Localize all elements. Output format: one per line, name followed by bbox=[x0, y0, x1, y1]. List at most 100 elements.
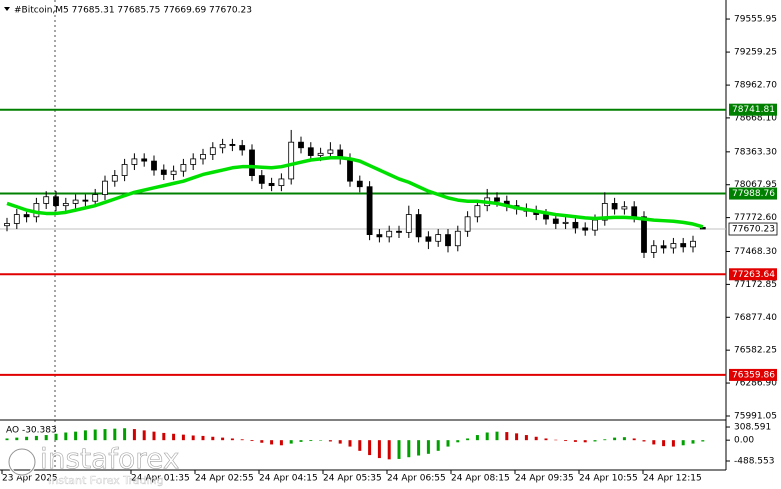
level-label: 77988.76 bbox=[732, 189, 775, 199]
candle-body bbox=[4, 223, 10, 227]
candle-body bbox=[376, 234, 383, 238]
ao-y-tick-label: 308.591 bbox=[734, 423, 771, 433]
candle-body bbox=[396, 230, 402, 233]
ao-bar bbox=[622, 437, 626, 441]
ao-bar bbox=[387, 440, 391, 460]
candle-body bbox=[660, 245, 667, 249]
ao-bar bbox=[309, 440, 313, 442]
ao-bar bbox=[240, 439, 244, 441]
ao-bar bbox=[15, 437, 19, 441]
candle-body bbox=[13, 214, 20, 224]
candle-body bbox=[190, 158, 197, 165]
ao-bar bbox=[230, 438, 234, 441]
candle-body bbox=[543, 214, 549, 220]
level-label-box bbox=[729, 187, 777, 200]
ao-bar bbox=[573, 440, 577, 442]
candle-body bbox=[298, 141, 304, 149]
candle-body bbox=[621, 206, 628, 210]
y-tick-label: 77172.85 bbox=[734, 280, 777, 290]
y-tick-label: 78962.70 bbox=[734, 81, 777, 91]
ao-bar bbox=[377, 440, 381, 459]
candle-body bbox=[631, 206, 638, 218]
candle-body bbox=[366, 186, 373, 236]
y-tick-label: 78067.95 bbox=[734, 180, 777, 190]
y-tick-label: 79555.95 bbox=[734, 15, 777, 25]
candle-body bbox=[690, 240, 696, 248]
level-label-box bbox=[729, 103, 777, 116]
current-price-box bbox=[728, 222, 778, 236]
y-tick-label: 76582.25 bbox=[734, 346, 777, 356]
level-label: 77263.64 bbox=[732, 270, 775, 280]
ao-bar bbox=[319, 440, 323, 441]
candle-body bbox=[288, 141, 295, 180]
ao-bar bbox=[201, 435, 205, 441]
candle-body bbox=[601, 203, 608, 221]
candle-body bbox=[141, 158, 148, 162]
level-label: 78741.81 bbox=[732, 105, 775, 115]
candle-body bbox=[33, 203, 40, 218]
ao-bar bbox=[544, 438, 548, 441]
candle-body bbox=[111, 175, 118, 182]
ao-bar bbox=[613, 437, 617, 441]
y-tick-label: 78668.10 bbox=[734, 113, 777, 123]
candle-body bbox=[82, 199, 89, 202]
x-tick-label: 23 Apr 2025 bbox=[2, 474, 58, 484]
candle-body bbox=[131, 158, 138, 165]
candle-body bbox=[474, 205, 481, 218]
candle-body bbox=[43, 196, 50, 204]
ao-y-tick-label: 0.00 bbox=[734, 436, 754, 446]
ao-bar bbox=[172, 433, 176, 441]
ao-bar bbox=[652, 440, 656, 445]
candle-body bbox=[170, 170, 177, 175]
indicator-label: AO -30.383 bbox=[6, 426, 57, 436]
ao-bar bbox=[260, 440, 264, 443]
level-label-box bbox=[729, 368, 777, 381]
candle-body bbox=[307, 147, 314, 156]
ao-bar bbox=[132, 429, 136, 441]
ao-bar bbox=[54, 433, 58, 441]
candle-body bbox=[317, 152, 324, 156]
y-tick-label: 77772.60 bbox=[734, 213, 777, 223]
x-tick-label: 24 Apr 10:55 bbox=[579, 474, 638, 484]
y-tick-label: 79259.25 bbox=[734, 48, 777, 58]
y-tick-label: 77468.30 bbox=[734, 247, 777, 257]
candle-body bbox=[562, 221, 569, 224]
candle-body bbox=[699, 226, 706, 230]
x-tick-label: 24 Apr 06:55 bbox=[387, 474, 446, 484]
ao-bar bbox=[407, 440, 411, 458]
candle-body bbox=[552, 218, 559, 224]
ao-bar bbox=[524, 435, 528, 441]
ao-bar bbox=[348, 440, 352, 447]
candle-body bbox=[650, 245, 657, 253]
ao-bar bbox=[397, 440, 401, 459]
ao-bar bbox=[681, 440, 685, 446]
ao-bar bbox=[74, 431, 78, 441]
ao-bar bbox=[368, 440, 372, 456]
candle-body bbox=[386, 230, 393, 238]
current-price-label: 77670.23 bbox=[732, 225, 775, 235]
ao-bar bbox=[250, 440, 254, 442]
candle-body bbox=[92, 194, 99, 202]
candle-body bbox=[670, 243, 677, 249]
candle-body bbox=[494, 197, 500, 202]
x-tick-label: 24 Apr 09:35 bbox=[515, 474, 574, 484]
moving-average bbox=[6, 156, 704, 229]
candle-body bbox=[62, 203, 69, 207]
watermark-brand: instaforex bbox=[40, 442, 179, 475]
ao-bar bbox=[83, 430, 87, 441]
candle-body bbox=[405, 214, 412, 233]
candle-body bbox=[582, 227, 589, 231]
ao-bar bbox=[34, 435, 38, 441]
ao-bar bbox=[64, 432, 68, 441]
candle-body bbox=[435, 234, 442, 242]
x-tick-label: 24 Apr 12:15 bbox=[643, 474, 702, 484]
candle-body bbox=[356, 180, 363, 188]
ao-bar bbox=[691, 440, 695, 444]
x-tick-label: 24 Apr 02:55 bbox=[195, 474, 254, 484]
ao-bar bbox=[446, 440, 450, 447]
ao-bar bbox=[534, 436, 538, 441]
ao-bar bbox=[211, 436, 215, 441]
ao-bar bbox=[642, 440, 646, 442]
candle-body bbox=[268, 182, 275, 187]
level-label: 76359.86 bbox=[732, 370, 775, 380]
